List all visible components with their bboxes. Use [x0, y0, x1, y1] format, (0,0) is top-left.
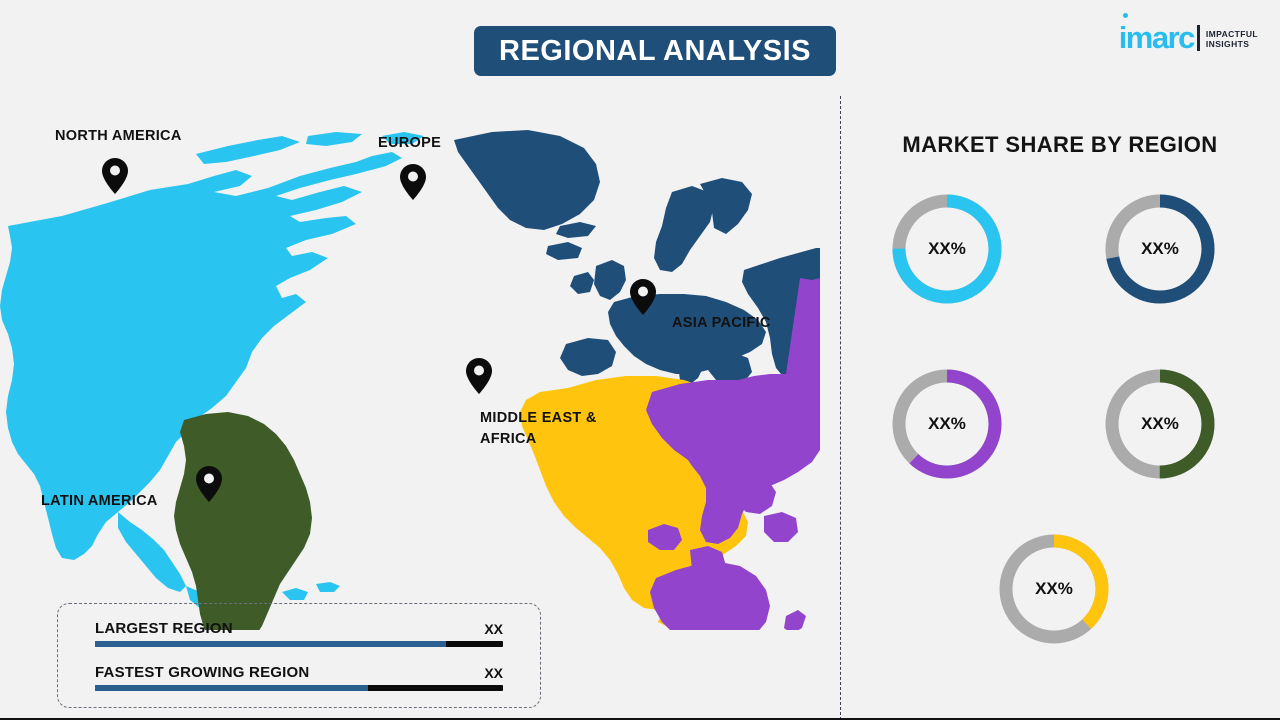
stat-value: XX — [484, 665, 503, 681]
stat-progress-track — [95, 641, 503, 647]
map-label-north-america: NORTH AMERICA — [55, 128, 182, 144]
stat-row-largest-region: LARGEST REGION XX — [95, 620, 503, 647]
map-region-europe — [454, 130, 820, 390]
map-pin-middle-east-africa[interactable] — [466, 358, 492, 394]
bottom-border — [0, 718, 1280, 720]
stat-label: FASTEST GROWING REGION — [95, 664, 310, 681]
imarc-logo: imarc IMPACTFUL INSIGHTS — [1118, 13, 1258, 55]
stat-progress-track — [95, 685, 503, 691]
stat-label: LARGEST REGION — [95, 620, 233, 637]
logo-tagline-line1: IMPACTFUL — [1205, 28, 1258, 39]
region-highlights-box: LARGEST REGION XX FASTEST GROWING REGION… — [57, 603, 541, 708]
logo-tagline: IMPACTFUL INSIGHTS — [1206, 29, 1258, 50]
world-map — [0, 130, 820, 630]
page-title: REGIONAL ANALYSIS — [499, 34, 811, 67]
map-region-asia-pacific — [646, 278, 820, 630]
logo-tagline-line2: INSIGHTS — [1205, 39, 1250, 50]
logo-wordmark: imarc — [1118, 13, 1196, 55]
map-pin-asia-pacific[interactable] — [630, 279, 656, 315]
section-divider — [840, 96, 841, 720]
map-label-europe: EUROPE — [378, 135, 442, 151]
donut-chart-asia-pacific: XX% — [888, 365, 1006, 483]
donut-chart-middle-east-africa: XX% — [995, 530, 1113, 648]
donut-chart-north-america: XX% — [888, 190, 1006, 308]
donut-center-label: XX% — [1035, 579, 1073, 598]
logo-dot-icon — [1122, 13, 1128, 18]
stat-row-fastest-growing-region: FASTEST GROWING REGION XX — [95, 664, 503, 691]
donut-chart-europe: XX% — [1101, 190, 1219, 308]
market-share-heading: MARKET SHARE BY REGION — [902, 132, 1218, 157]
market-share-donut-group: XX% XX% XX% XX% XX% — [860, 178, 1260, 678]
donut-center-label: XX% — [928, 414, 966, 433]
map-label-latin-america: LATIN AMERICA — [41, 493, 158, 509]
stat-progress-fill — [95, 685, 369, 691]
map-pin-latin-america[interactable] — [196, 466, 222, 502]
map-pin-north-america[interactable] — [102, 158, 128, 194]
donut-center-label: XX% — [1141, 414, 1179, 433]
donut-center-label: XX% — [1141, 239, 1179, 258]
stat-value: XX — [484, 621, 503, 637]
page-title-badge: REGIONAL ANALYSIS — [474, 26, 836, 76]
donut-chart-latin-america: XX% — [1101, 365, 1219, 483]
logo-text: imarc — [1118, 20, 1196, 55]
map-label-asia-pacific: ASIA PACIFIC — [672, 315, 771, 331]
donut-center-label: XX% — [928, 239, 966, 258]
logo-divider-bar — [1196, 25, 1200, 51]
map-pin-europe[interactable] — [400, 164, 426, 200]
map-label-middle-east-africa: MIDDLE EAST & AFRICA — [480, 410, 597, 448]
stat-progress-fill — [95, 641, 446, 647]
